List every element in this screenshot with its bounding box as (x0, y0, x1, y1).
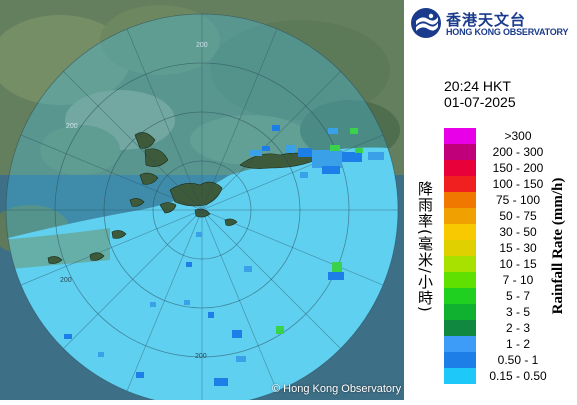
legend-row: 200 - 300 (444, 144, 569, 160)
range-label-north: 200 (196, 42, 208, 49)
legend-swatch (444, 288, 476, 304)
legend-row: 7 - 10 (444, 272, 569, 288)
legend-label: 0.15 - 0.50 (489, 369, 547, 383)
legend-label: 0.50 - 1 (497, 353, 539, 367)
legend-label: 7 - 10 (502, 273, 534, 287)
legend-row: 75 - 100 (444, 192, 569, 208)
legend-swatch (444, 240, 476, 256)
radar-time: 20:24 HKT (444, 78, 511, 94)
legend-swatch (444, 128, 476, 144)
legend-row: 150 - 200 (444, 160, 569, 176)
legend-swatch (444, 160, 476, 176)
radar-sea-area (6, 147, 398, 400)
rainfall-legend: >300 200 - 300 150 - 200 100 - 150 75 - 100 5… (444, 128, 569, 384)
legend-row: >300 (444, 128, 569, 144)
legend-row: 100 - 150 (444, 176, 569, 192)
legend-label: 50 - 75 (499, 209, 537, 223)
rain-echoes (64, 125, 384, 386)
legend-swatch (444, 352, 476, 368)
legend-row: 2 - 3 (444, 320, 569, 336)
legend-swatch (444, 368, 476, 384)
hko-logo[interactable]: 香港天文台 HONG KONG OBSERVATORY (410, 6, 575, 42)
hko-logo-icon (411, 8, 441, 38)
legend-label: 150 - 200 (492, 161, 544, 175)
legend-row: 15 - 30 (444, 240, 569, 256)
range-label-south: 200 (195, 353, 207, 360)
legend-title-english: Rainfall Rate (mm/h) (550, 178, 566, 315)
logo-english-name: HONG KONG OBSERVATORY (446, 27, 569, 37)
mainland-terrain (0, 0, 404, 255)
radar-date: 01-07-2025 (444, 94, 516, 110)
legend-label: 200 - 300 (492, 145, 544, 159)
legend-swatch (444, 320, 476, 336)
info-panel: 香港天文台 HONG KONG OBSERVATORY 20:24 HKT 01… (404, 0, 577, 400)
legend-swatch (444, 304, 476, 320)
coastline-islands (47, 132, 321, 264)
range-label-southwest: 200 (60, 277, 72, 284)
legend-title-english-graphic: Rainfall Rate (mm/h) (550, 178, 566, 315)
legend-row: 5 - 7 (444, 288, 569, 304)
legend-title-chinese: 降雨率(毫米/小時) (416, 181, 434, 313)
range-label-northwest: 200 (66, 123, 78, 130)
legend-row: 50 - 75 (444, 208, 569, 224)
legend-row: 0.50 - 1 (444, 352, 569, 368)
legend-label: 15 - 30 (499, 241, 537, 255)
legend-label: 75 - 100 (495, 193, 541, 207)
legend-label: 1 - 2 (505, 337, 530, 351)
copyright-notice: © Hong Kong Observatory (272, 383, 402, 395)
legend-row: 1 - 2 (444, 336, 569, 352)
legend-row: 0.15 - 0.50 (444, 368, 569, 384)
legend-label: 3 - 5 (505, 305, 530, 319)
legend-swatch (444, 192, 476, 208)
legend-label: 100 - 150 (492, 177, 544, 191)
legend-label: >300 (504, 129, 532, 143)
range-rings (5, 13, 399, 405)
legend-swatch (444, 176, 476, 192)
legend-label: 2 - 3 (505, 321, 530, 335)
legend-row: 10 - 15 (444, 256, 569, 272)
legend-title-english-wrapper: Rainfall Rate (mm/h) (545, 150, 569, 342)
legend-label: 5 - 7 (505, 289, 530, 303)
legend-label: 10 - 15 (499, 257, 537, 271)
legend-row: 30 - 50 (444, 224, 569, 240)
legend-swatch (444, 224, 476, 240)
radar-map-graphic: 200 200 200 200 (0, 0, 404, 405)
logo-chinese-name: 香港天文台 (446, 11, 527, 29)
radar-map: 200 200 200 200 © Hong Kong Observatory (0, 0, 404, 405)
legend-swatch (444, 256, 476, 272)
legend-row: 3 - 5 (444, 304, 569, 320)
legend-swatch (444, 336, 476, 352)
legend-swatch (444, 208, 476, 224)
legend-label: 30 - 50 (499, 225, 537, 239)
legend-swatch (444, 272, 476, 288)
legend-swatch (444, 144, 476, 160)
